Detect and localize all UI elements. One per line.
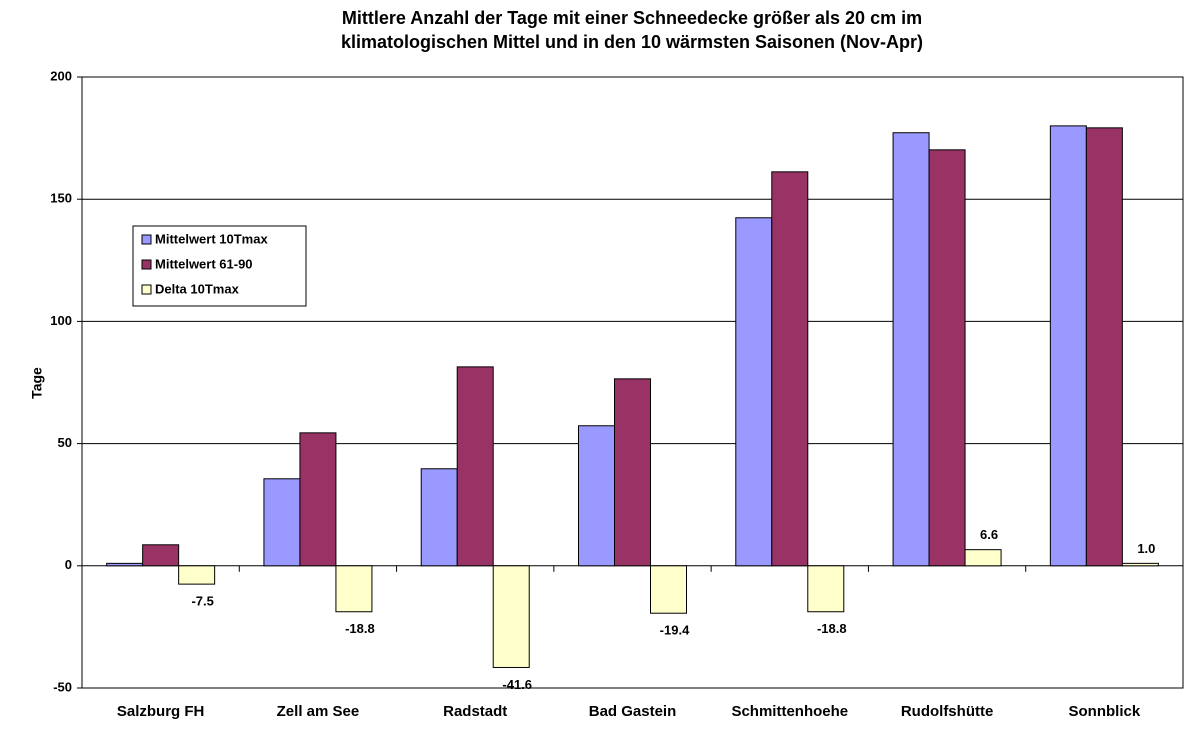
y-tick-label: -50 [53, 679, 72, 694]
bar [420, 468, 458, 567]
data-label: -41.6 [502, 677, 532, 692]
legend-label: Mittelwert 10Tmax [155, 231, 268, 246]
bar [456, 366, 494, 567]
bar [650, 565, 687, 614]
y-axis-title: Tage [29, 367, 45, 399]
bar [735, 217, 773, 567]
plot-frame [81, 76, 1184, 689]
y-tick-label: 200 [50, 68, 72, 83]
x-tick-label: Radstadt [443, 703, 507, 720]
legend-box [132, 225, 307, 307]
bar [335, 565, 373, 613]
y-tick-label: 100 [50, 313, 72, 328]
legend: Mittelwert 10Tmax Mittelwert 61-90 Delta 1… [132, 225, 307, 307]
data-label: -18.8 [817, 621, 847, 636]
bar [263, 478, 301, 567]
data-label: 6.6 [980, 527, 998, 542]
x-tick-label: Salzburg FH [117, 703, 205, 720]
x-tick-label: Bad Gastein [589, 703, 677, 720]
bar [771, 171, 809, 567]
y-tick-label: 150 [50, 191, 72, 206]
y-tick-label: 0 [65, 557, 72, 572]
data-label: -7.5 [191, 594, 213, 609]
legend-swatch [141, 234, 152, 245]
bar [928, 149, 966, 567]
x-tick-label: Zell am See [277, 703, 360, 720]
bar [142, 544, 180, 567]
bar [492, 565, 530, 668]
x-tick-label: Rudolfshütte [901, 703, 993, 720]
legend-label: Mittelwert 61-90 [155, 256, 253, 271]
bar [1085, 127, 1123, 567]
legend-swatch [141, 284, 152, 295]
data-label: 1.0 [1137, 541, 1155, 556]
bar [106, 562, 144, 567]
bar [964, 549, 1002, 567]
chart-title: klimatologischen Mittel und in den 10 wä… [341, 32, 923, 52]
legend-swatch [141, 259, 152, 270]
chart-title: Mittlere Anzahl der Tage mit einer Schne… [342, 8, 922, 28]
bar [614, 378, 651, 567]
bar [178, 565, 216, 585]
bar [578, 425, 615, 567]
bar [1049, 125, 1087, 567]
bar [807, 565, 845, 613]
data-label: -19.4 [660, 623, 690, 638]
data-label: -18.8 [345, 621, 375, 636]
bar [299, 432, 337, 567]
bar [1121, 562, 1159, 567]
bar [892, 132, 930, 567]
legend-label: Delta 10Tmax [155, 281, 240, 296]
y-tick-label: 50 [58, 435, 72, 450]
x-tick-label: Schmittenhoehe [731, 703, 848, 720]
x-tick-label: Sonnblick [1069, 703, 1141, 720]
